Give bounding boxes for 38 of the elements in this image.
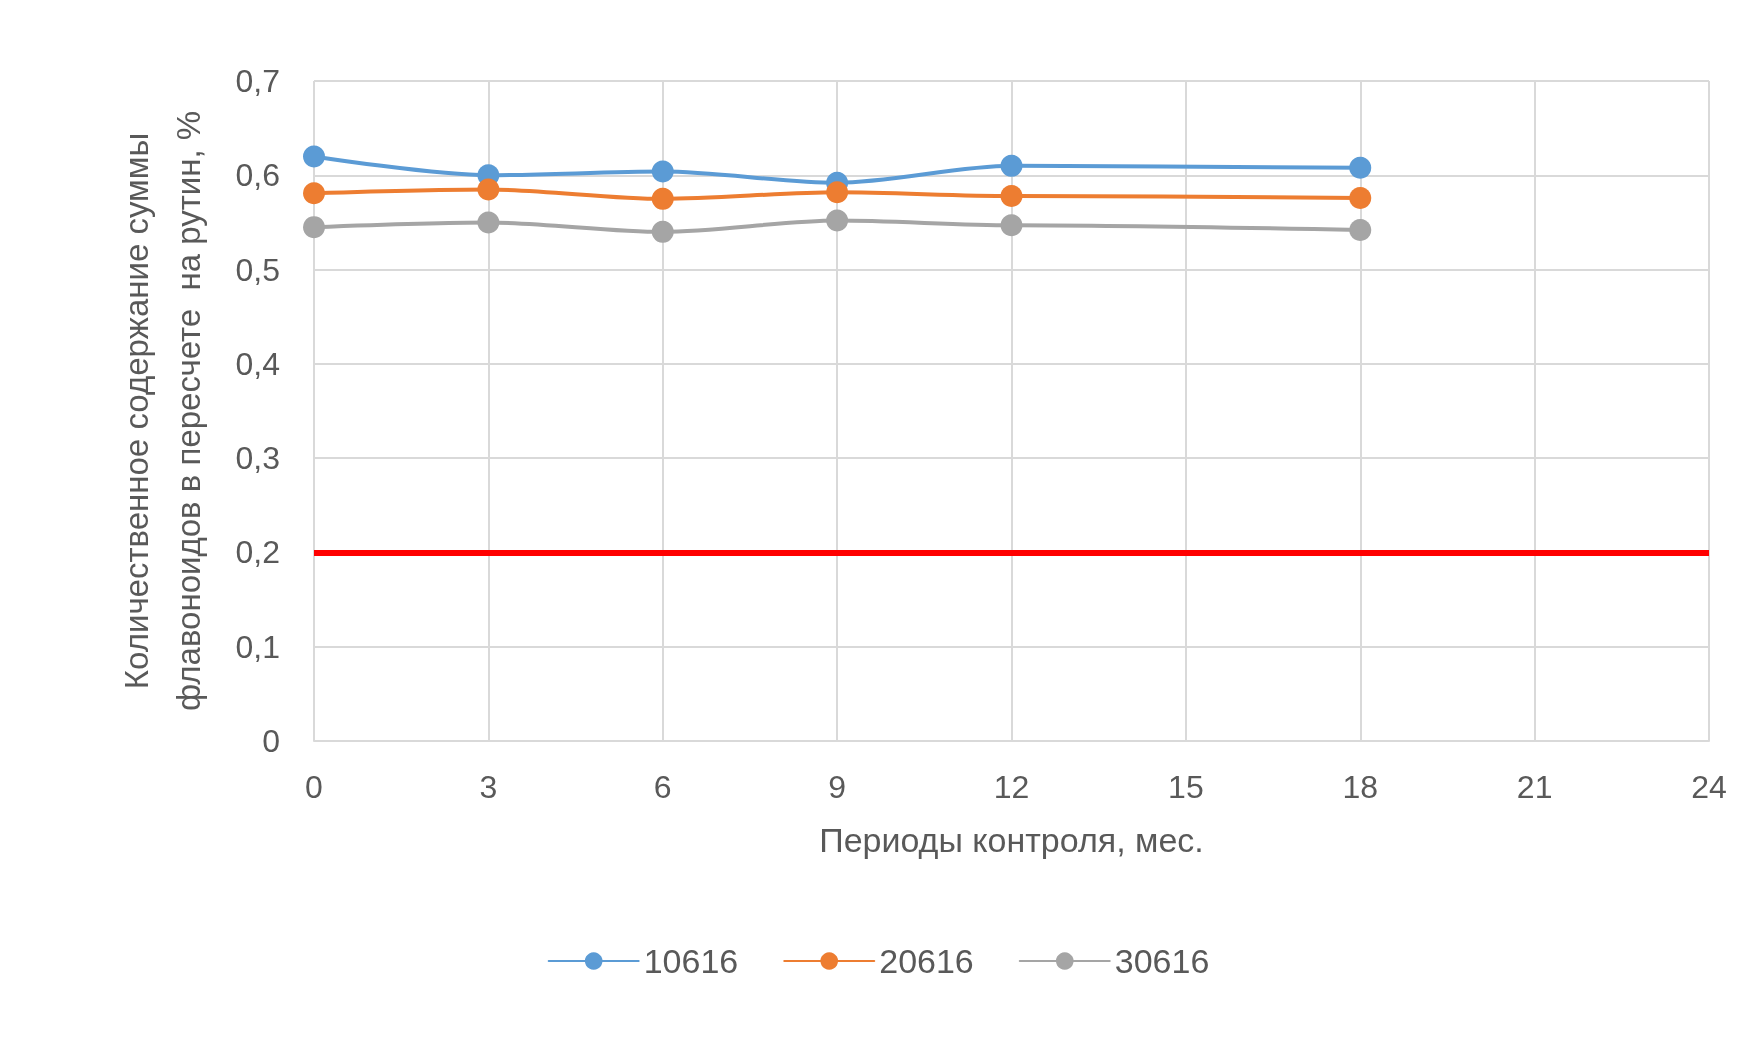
x-tick-label: 21	[1516, 769, 1553, 805]
y-tick-label: 0,5	[235, 251, 280, 288]
point	[1349, 156, 1372, 179]
y-tick-label: 0,2	[235, 534, 280, 571]
y-axis-title: Количественное содержание суммы флавоноидов в пересчете на рутин, %	[117, 110, 207, 712]
legend-label: 30616	[1114, 942, 1210, 980]
y-tick-label: 0,7	[235, 63, 280, 99]
x-axis-title: Периоды контроля, мес.	[819, 821, 1204, 859]
x-tick-label: 6	[653, 769, 672, 805]
point	[1349, 218, 1372, 241]
y-tick-label: 0,3	[235, 440, 280, 477]
point	[303, 145, 325, 168]
x-tick-label: 3	[479, 769, 498, 805]
point	[651, 220, 674, 243]
x-tick-label: 12	[993, 769, 1030, 805]
point	[477, 211, 500, 234]
point	[1000, 185, 1023, 208]
point	[651, 187, 674, 210]
point	[826, 209, 849, 232]
y-tick-label: 0,1	[235, 628, 280, 665]
legend-label: 20616	[879, 942, 974, 980]
point	[477, 178, 500, 201]
point	[1349, 186, 1372, 209]
x-tick-label: 18	[1342, 769, 1379, 805]
y-tick-label: 0,4	[235, 345, 280, 382]
point	[1000, 214, 1023, 237]
point	[1000, 154, 1023, 177]
point	[303, 182, 325, 205]
point	[303, 216, 325, 239]
x-tick-label: 0	[305, 769, 323, 805]
point	[826, 181, 849, 204]
point	[651, 160, 674, 183]
legend-label: 10616	[643, 942, 739, 980]
x-tick-label: 24	[1691, 769, 1727, 805]
x-tick-label: 9	[828, 769, 847, 805]
x-tick-label: 15	[1168, 769, 1204, 805]
y-tick-label: 0	[262, 723, 280, 759]
y-tick-label: 0,6	[235, 157, 280, 194]
